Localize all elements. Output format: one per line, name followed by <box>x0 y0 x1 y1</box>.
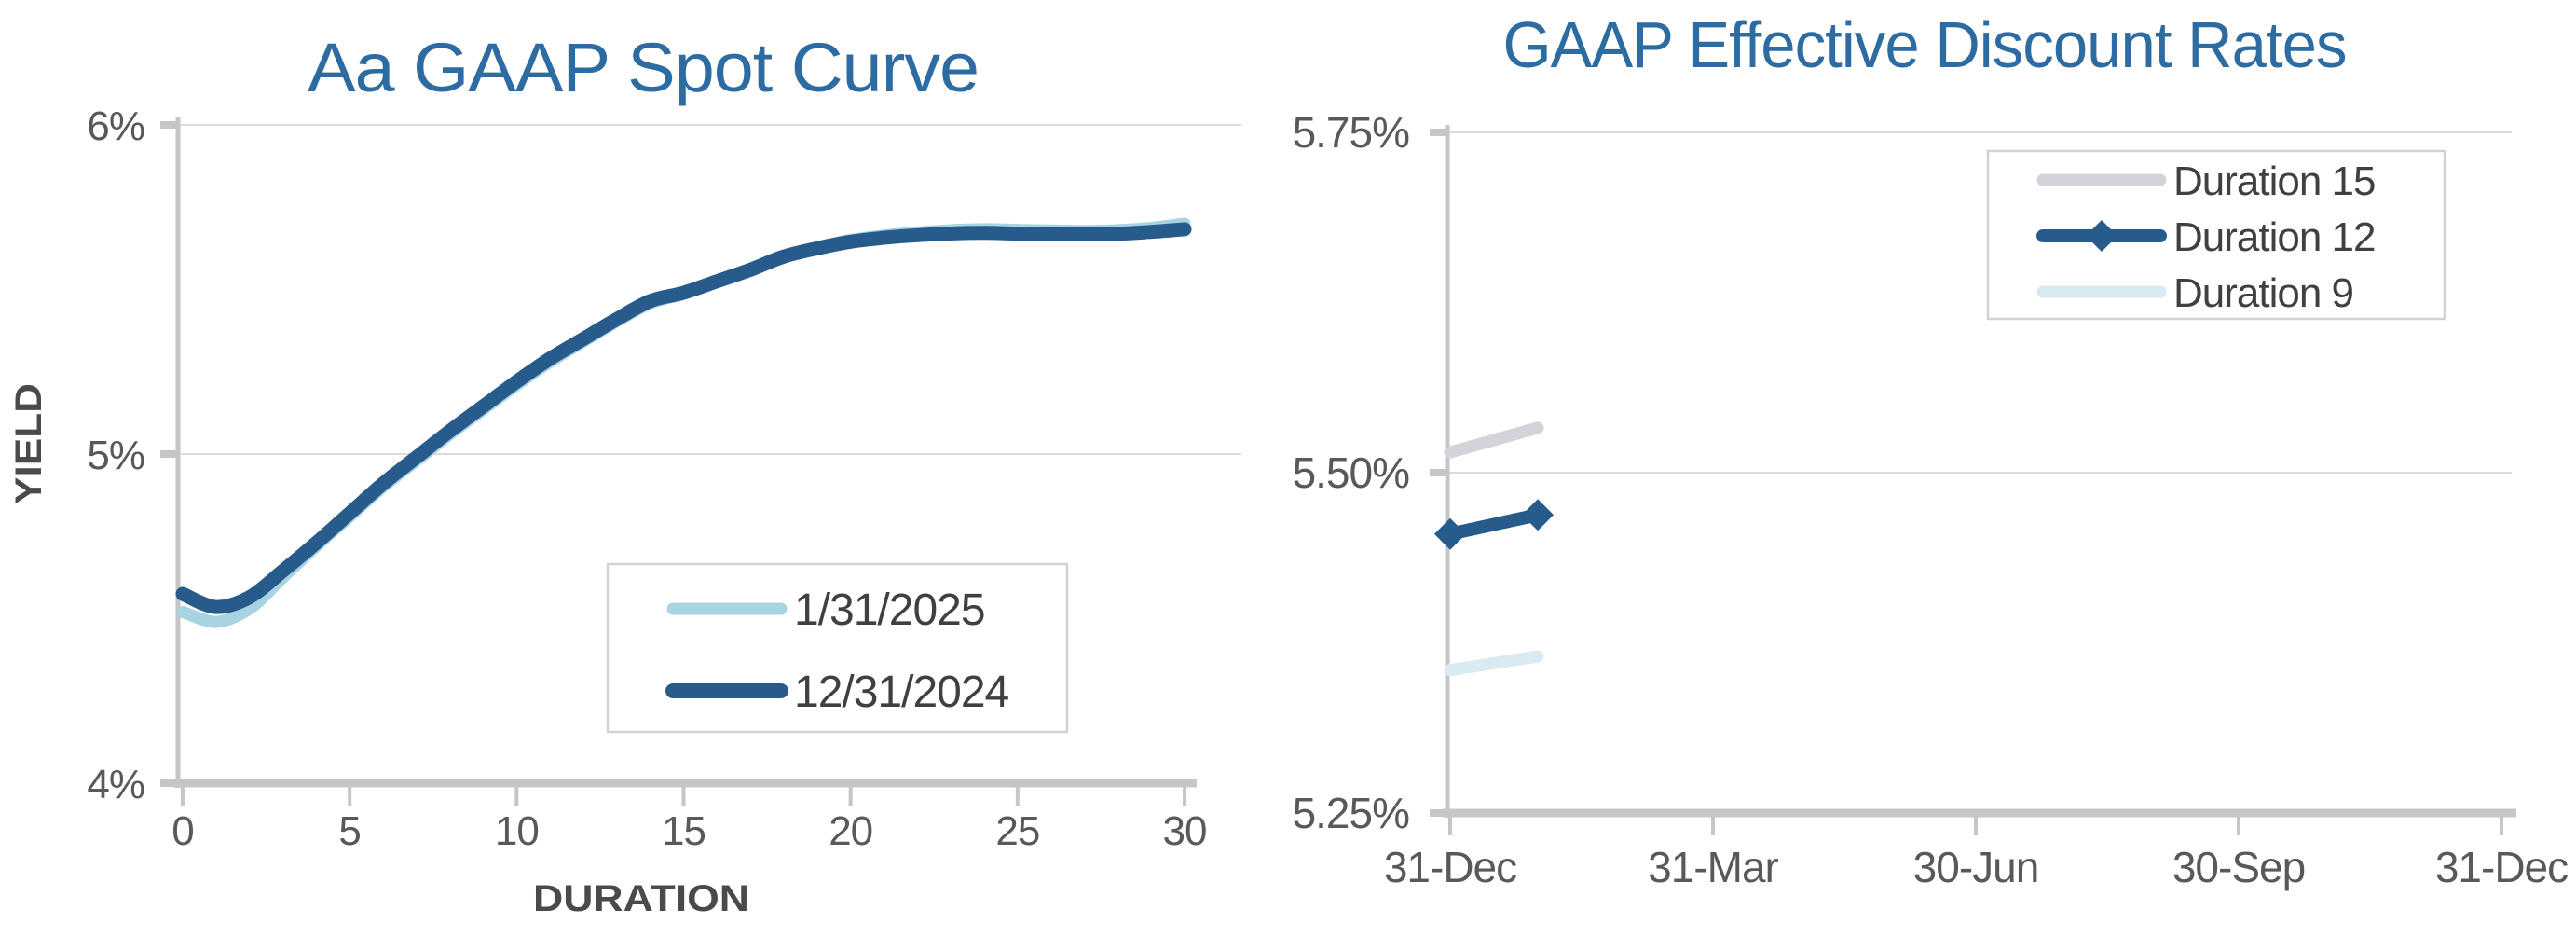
right-chart: 5.75% 5.50% 5.25% 31-Dec 31-Mar 30-Jun 30-Sep… <box>1293 8 2569 891</box>
legend-label-1-31-2025: 1/31/2025 <box>794 586 985 635</box>
left-gridlines <box>177 124 1241 455</box>
series-line-Duration-9 <box>1444 650 1544 677</box>
x-tick-label: 30 <box>1163 808 1207 854</box>
legend-label-duration-12: Duration 12 <box>2173 214 2375 260</box>
left-legend: 1/31/2025 12/31/2024 <box>606 562 1069 734</box>
x-tick-label: 25 <box>995 808 1039 854</box>
right-y-tick-labels: 5.75% 5.50% 5.25% <box>1293 108 1411 837</box>
data-point-marker <box>1434 517 1466 550</box>
y-tick-label: 5.50% <box>1293 448 1410 497</box>
y-tick-label: 6% <box>87 103 144 149</box>
right-axes <box>1430 125 2516 835</box>
y-tick-label: 5% <box>87 433 144 478</box>
series-line-Duration-12 <box>1444 508 1544 541</box>
left-axes <box>160 117 1197 806</box>
x-tick-label: 31-Mar <box>1648 843 1778 891</box>
left-chart: 6% 5% 4% 0 5 10 15 20 25 30 Aa GAAP Spot Curve Y… <box>8 29 1241 919</box>
right-chart-title: GAAP Effective Discount Rates <box>1503 8 2347 81</box>
x-tick-label: 15 <box>662 808 706 854</box>
left-x-tick-labels: 0 5 10 15 20 25 30 <box>171 808 1207 854</box>
right-x-tick-labels: 31-Dec 31-Mar 30-Jun 30-Sep 31-Dec <box>1384 843 2569 891</box>
series-line-Duration-15 <box>1444 421 1544 459</box>
x-tick-label: 20 <box>829 808 872 854</box>
left-x-axis-title: DURATION <box>533 878 749 919</box>
right-gridlines <box>1446 131 2512 474</box>
legend-label-duration-15: Duration 15 <box>2173 158 2375 204</box>
y-tick-label: 5.75% <box>1293 108 1410 157</box>
y-tick-label: 5.25% <box>1293 789 1410 837</box>
data-point-marker <box>1522 499 1554 531</box>
left-y-tick-labels: 6% 5% 4% <box>87 103 145 807</box>
right-series <box>1434 421 1554 677</box>
left-y-axis-title: YIELD <box>8 383 49 504</box>
legend-label-duration-9: Duration 9 <box>2173 270 2353 316</box>
x-tick-label: 10 <box>495 808 539 854</box>
legend-label-12-31-2024: 12/31/2024 <box>794 668 1009 717</box>
y-tick-label: 4% <box>87 762 144 807</box>
x-tick-label: 30-Jun <box>1913 843 2039 891</box>
legend-diamond-marker <box>2086 220 2117 252</box>
left-legend-box <box>606 562 1069 734</box>
x-tick-label: 31-Dec <box>1384 843 1516 891</box>
x-tick-label: 0 <box>171 808 193 854</box>
right-legend: Duration 15 Duration 12 Duration 9 <box>1986 149 2446 321</box>
x-tick-label: 30-Sep <box>2172 843 2305 891</box>
series-line-1-31-2025 <box>176 217 1191 628</box>
left-chart-title: Aa GAAP Spot Curve <box>308 29 979 106</box>
x-tick-label: 31-Dec <box>2435 843 2568 891</box>
left-series <box>175 217 1192 628</box>
series-line-12-31-2024 <box>175 222 1192 614</box>
x-tick-label: 5 <box>338 808 360 854</box>
